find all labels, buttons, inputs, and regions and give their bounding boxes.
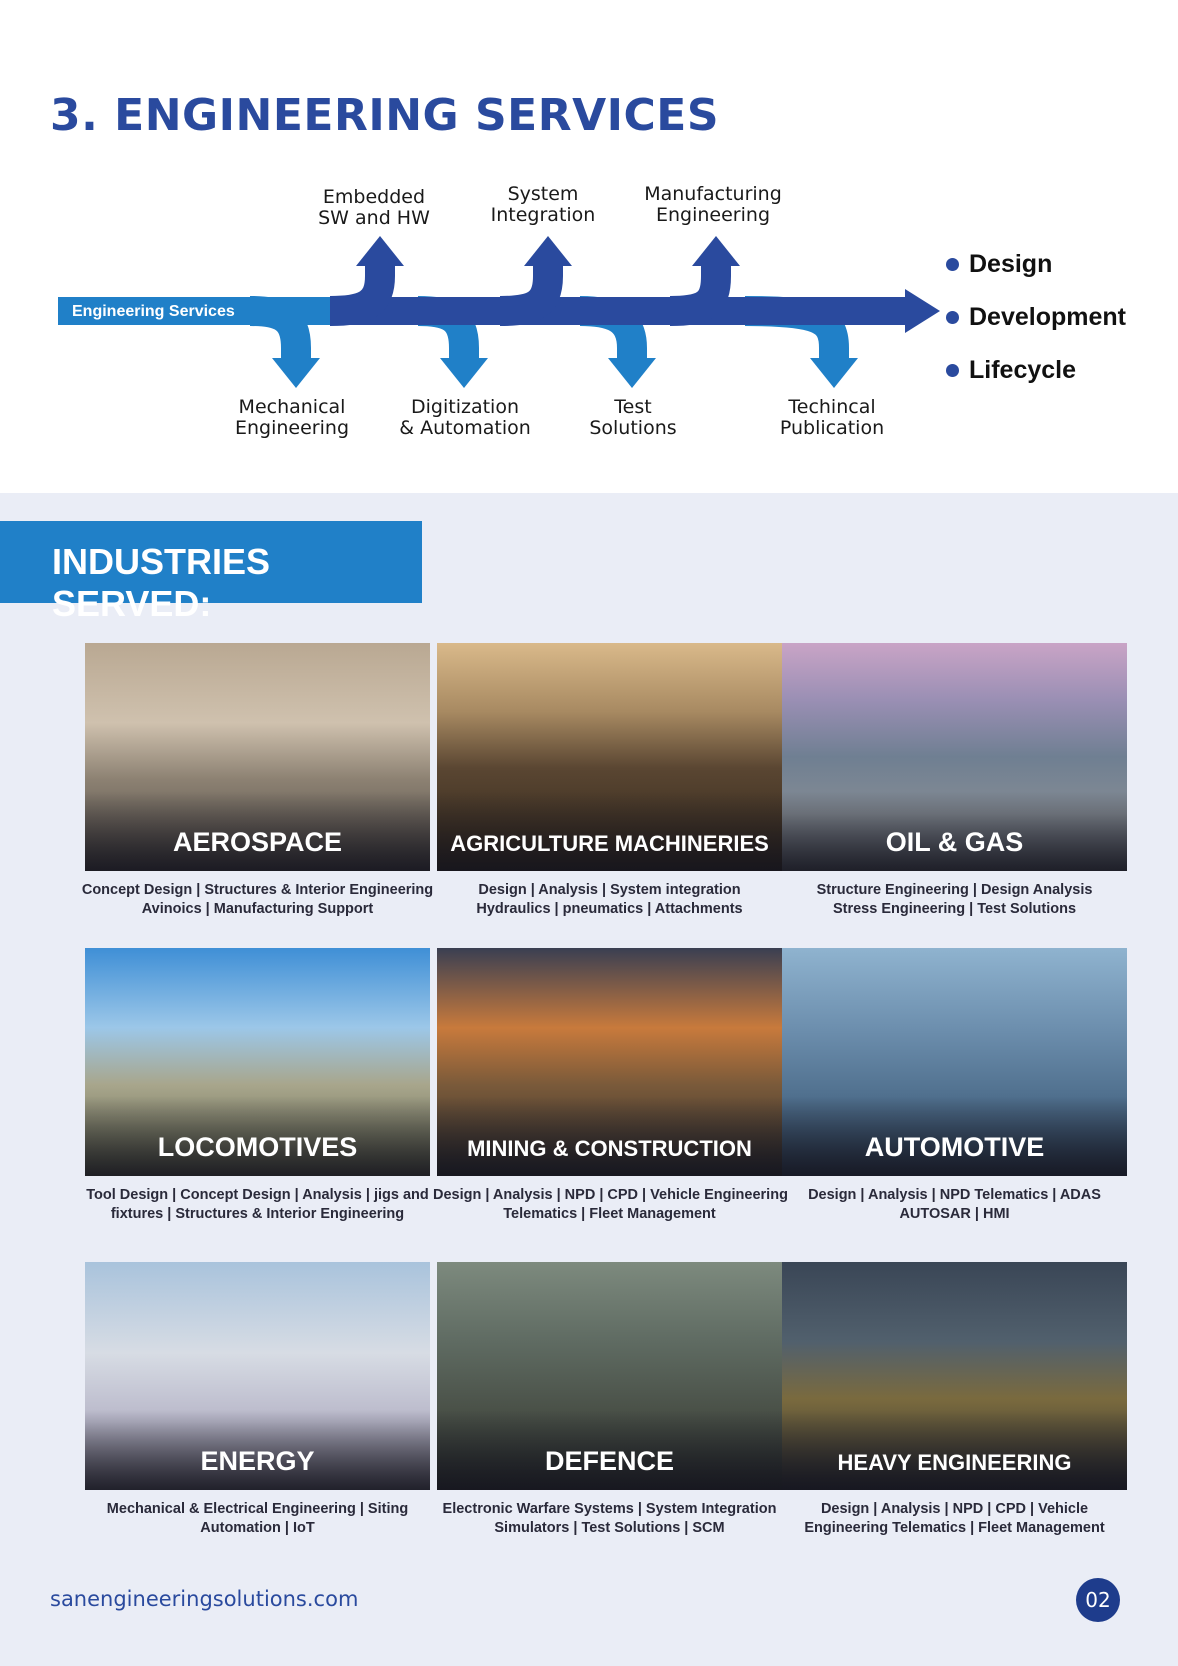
up-service-label: System Integration	[490, 183, 596, 226]
industry-description: Concept Design | Structures & Interior E…	[81, 882, 434, 917]
industry-photo	[85, 948, 430, 1176]
lifecycle-bullets: Design Development Lifecycle	[946, 238, 1126, 397]
section-title: 3. ENGINEERING SERVICES	[50, 90, 720, 141]
page-number-badge: 02	[1076, 1578, 1120, 1622]
industry-description: Design | Analysis | System integration H…	[476, 882, 743, 917]
bullet-dot-icon	[946, 311, 959, 324]
industry-description: Design | Analysis | NPD Telematics | ADA…	[808, 1187, 1101, 1222]
down-service-label: Digitization & Automation	[399, 396, 531, 439]
industry-description: Tool Design | Concept Design | Analysis …	[86, 1187, 429, 1222]
industry-photo	[437, 643, 782, 871]
industry-description: Design | Analysis | NPD | CPD | Vehicle …	[804, 1501, 1105, 1536]
bullet-dot-icon	[946, 364, 959, 377]
industry-title: OIL & GAS	[885, 827, 1024, 857]
down-arrowhead-publication	[810, 358, 858, 388]
footer-url[interactable]: sanengineeringsolutions.com	[50, 1587, 359, 1611]
up-arrowhead-embedded	[356, 236, 404, 266]
industry-title: DEFENCE	[544, 1446, 674, 1476]
industry-title: LOCOMOTIVES	[157, 1132, 358, 1162]
industry-photo	[85, 643, 430, 871]
down-service-label: Techincal Publication	[779, 396, 885, 439]
industry-photo	[85, 1262, 430, 1490]
industry-description: Structure Engineering | Design Analysis …	[816, 882, 1093, 917]
industry-description: Electronic Warfare Systems | System Inte…	[442, 1501, 777, 1536]
bullet-dot-icon	[946, 258, 959, 271]
services-flow-diagram: Engineering Services	[58, 236, 940, 388]
up-branches	[329, 262, 731, 326]
engineering-services-section: 3. ENGINEERING SERVICES	[0, 0, 1178, 493]
industry-description: Design | Analysis | NPD | CPD | Vehicle …	[433, 1187, 788, 1222]
down-arrowhead-test	[608, 358, 656, 388]
up-service-label: Embedded SW and HW	[318, 186, 430, 229]
bullet-item: Lifecycle	[946, 344, 1126, 397]
up-arrowhead-manufacturing	[692, 236, 740, 266]
industry-title: AUTOMOTIVE	[864, 1132, 1045, 1162]
up-branch-integration	[499, 262, 563, 326]
main-arrow-label: Engineering Services	[72, 303, 235, 320]
industry-photo	[782, 948, 1127, 1176]
down-arrowhead-mechanical	[272, 358, 320, 388]
industry-title: ENERGY	[200, 1446, 315, 1476]
main-arrow-shaft-dark	[330, 297, 910, 325]
industries-banner-title: INDUSTRIES SERVED:	[52, 541, 271, 624]
bullet-item: Development	[946, 291, 1126, 344]
up-service-label: Manufacturing Engineering	[644, 183, 782, 226]
industry-title: AGRICULTURE MACHINERIES	[450, 831, 769, 856]
down-service-label: Test Solutions	[589, 396, 677, 439]
industry-description: Mechanical & Electrical Engineering | Si…	[106, 1501, 409, 1536]
industry-title: HEAVY ENGINEERING	[837, 1450, 1072, 1475]
down-arrowhead-digitization	[440, 358, 488, 388]
industry-title: MINING & CONSTRUCTION	[467, 1136, 752, 1161]
industry-photo	[437, 948, 782, 1176]
bullet-item: Design	[946, 238, 1126, 291]
down-arrowheads	[272, 358, 858, 388]
up-branch-embedded	[329, 262, 395, 326]
industry-title: AEROSPACE	[172, 827, 343, 857]
up-arrowhead-integration	[524, 236, 572, 266]
industry-photo	[782, 1262, 1127, 1490]
down-service-label: Mechanical Engineering	[235, 396, 349, 439]
up-arrowheads	[356, 236, 740, 266]
industry-photo	[782, 643, 1127, 871]
industries-banner: INDUSTRIES SERVED:	[0, 521, 422, 624]
industry-photo	[437, 1262, 782, 1490]
up-branch-manufacturing	[669, 262, 731, 326]
main-arrowhead	[905, 289, 940, 333]
